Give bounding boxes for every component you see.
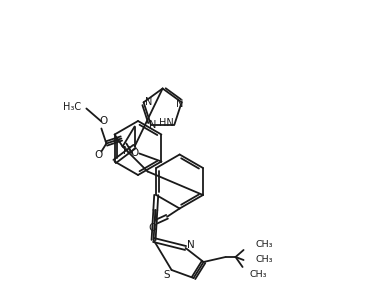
Text: N: N bbox=[145, 97, 152, 107]
Text: N: N bbox=[176, 99, 183, 109]
Text: O: O bbox=[149, 223, 157, 233]
Text: O: O bbox=[130, 149, 139, 158]
Text: HN: HN bbox=[159, 118, 174, 128]
Text: S: S bbox=[163, 270, 170, 280]
Text: N: N bbox=[123, 147, 131, 156]
Text: H₃C: H₃C bbox=[63, 102, 81, 112]
Text: N: N bbox=[187, 240, 194, 250]
Text: CH₃: CH₃ bbox=[256, 241, 273, 250]
Text: N: N bbox=[149, 120, 157, 130]
Text: CH₃: CH₃ bbox=[249, 271, 267, 280]
Text: CH₃: CH₃ bbox=[256, 256, 273, 265]
Text: O: O bbox=[94, 151, 102, 160]
Text: O: O bbox=[99, 117, 107, 127]
